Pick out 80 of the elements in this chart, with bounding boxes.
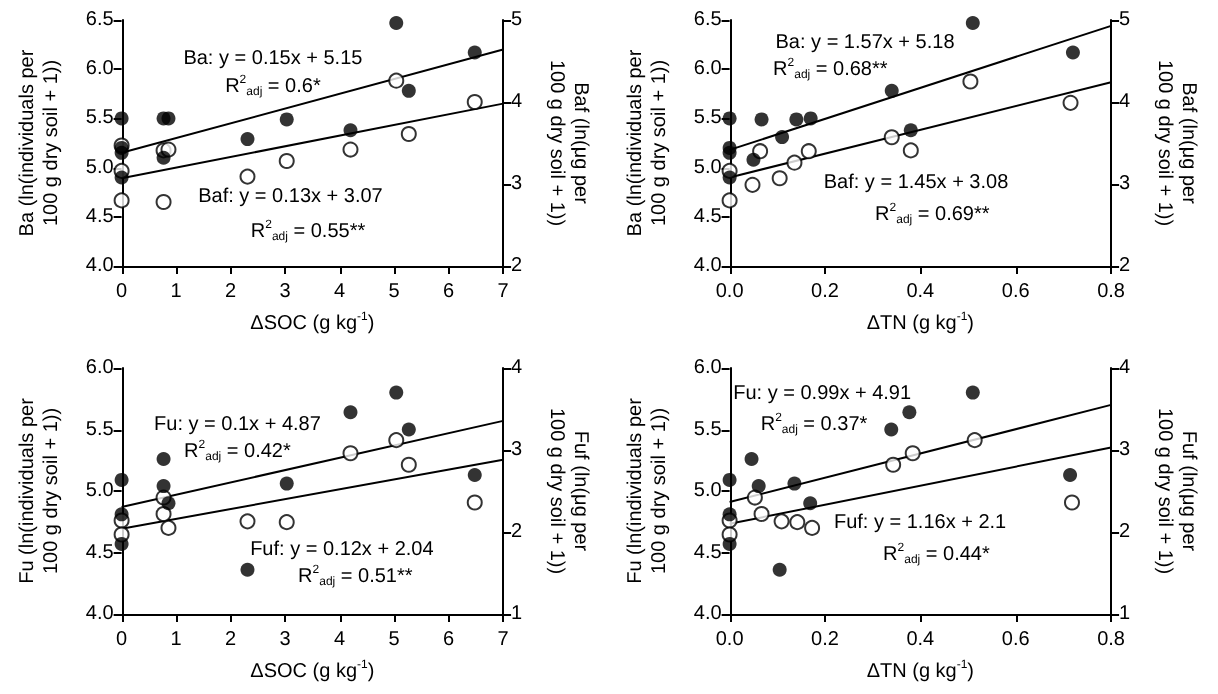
x-tick-label: 0.4: [906, 281, 936, 303]
x-tick-label: 0: [116, 628, 129, 650]
y2-tick-label: 1: [511, 602, 524, 624]
x-tick-label: 6: [443, 281, 456, 303]
y-tick-label: 4.0: [693, 602, 723, 624]
y-tick-label: 4.5: [85, 205, 115, 228]
x-tick-label: 0.8: [1097, 281, 1126, 303]
x-tick-label: 5: [388, 628, 401, 650]
x-tick-label: 7: [497, 281, 510, 303]
annotation: Baf: y = 1.45x + 3.08: [823, 172, 1010, 195]
x-tick-label: 0.6: [1001, 628, 1031, 650]
y-tick-label: 6.0: [85, 58, 115, 81]
y2-tick-label: 1: [1119, 602, 1132, 624]
x-tick-label: 0.4: [906, 628, 936, 650]
y2-axis-title: Baf (ln(μg per 100 g dry soil + 1)): [545, 59, 591, 227]
y2-tick-label: 3: [511, 173, 524, 195]
y2-tick-label: 4: [1119, 91, 1132, 113]
y-tick-label: 6.5: [85, 9, 115, 31]
y2-tick-label: 4: [511, 91, 524, 113]
y-tick-label: 6.0: [85, 356, 115, 378]
y-tick-label: 5.5: [693, 107, 723, 130]
y2-tick-label: 4: [1119, 356, 1132, 378]
y-axis-title: Fu (ln(individuals per 100 g dry soil + 1)): [17, 395, 63, 583]
y2-axis-title: Fuf (ln(μg per 100 g dry soil + 1)): [1153, 406, 1199, 574]
y2-tick-label: 2: [511, 520, 524, 542]
y-tick-label: 4.5: [85, 540, 115, 563]
y-tick-label: 4.0: [85, 255, 115, 277]
y2-tick-label: 2: [1119, 255, 1132, 277]
y2-tick-label: 4: [511, 356, 524, 378]
annotation: Fu: y = 0.99x + 4.91: [733, 381, 912, 404]
y2-tick-label: 3: [1119, 438, 1132, 460]
x-tick-label: 0.0: [715, 281, 745, 303]
y-tick-label: 5.0: [85, 479, 115, 501]
x-tick-label: 4: [334, 281, 347, 303]
y-tick-label: 6.0: [693, 356, 723, 378]
x-tick-label: 2: [225, 281, 238, 303]
annotation: Ba: y = 0.15x + 5.15: [183, 48, 364, 71]
annotation: Fuf: y = 1.16x + 2.1: [833, 510, 1008, 533]
x-tick-label: 0.8: [1097, 628, 1126, 650]
annotation: Baf: y = 0.13x + 3.07: [198, 186, 384, 209]
x-tick-label: 4: [334, 628, 347, 650]
y-tick-label: 6.0: [693, 58, 723, 81]
y2-axis-title: Fuf (ln(μg per 100 g dry soil + 1)): [545, 406, 591, 574]
y-tick-label: 6.5: [693, 9, 723, 31]
x-tick-label: 0.6: [1001, 281, 1031, 303]
y-axis-title: Ba (ln(individuals per 100 g dry soil + 1)): [17, 48, 63, 237]
y-tick-label: 4.5: [693, 205, 723, 228]
y-tick-label: 4.0: [693, 255, 723, 277]
y-axis-title: Fu (ln(individuals per 100 g dry soil + 1)): [625, 395, 671, 583]
y2-tick-label: 5: [1119, 9, 1132, 31]
x-tick-label: 6: [443, 628, 456, 650]
y-axis-title: Ba (ln(individuals per 100 g dry soil + 1)): [625, 48, 671, 237]
annotation: Fu: y = 0.1x + 4.87: [154, 412, 322, 435]
annotation: Ba: y = 1.57x + 5.18: [775, 31, 956, 54]
y-tick-label: 5.0: [693, 156, 723, 179]
x-tick-label: 0: [116, 281, 129, 303]
x-tick-label: 1: [170, 281, 183, 303]
y2-tick-label: 2: [1119, 520, 1132, 542]
x-tick-label: 0.2: [811, 628, 840, 650]
annotation: Fuf: y = 0.12x + 2.04: [250, 538, 435, 561]
x-tick-label: 7: [497, 628, 510, 650]
y2-axis-title: Baf (ln(μg per 100 g dry soil + 1)): [1153, 59, 1199, 227]
y2-tick-label: 5: [511, 9, 524, 31]
y-tick-label: 5.0: [85, 156, 115, 179]
y-tick-label: 4.0: [85, 602, 115, 624]
x-tick-label: 5: [388, 281, 401, 303]
y2-tick-label: 2: [511, 255, 524, 277]
x-tick-label: 1: [170, 628, 183, 650]
x-tick-label: 2: [225, 628, 238, 650]
x-tick-label: 0.0: [715, 628, 745, 650]
y-tick-label: 4.5: [693, 540, 723, 563]
y-tick-label: 5.5: [85, 417, 115, 440]
y-tick-label: 5.5: [85, 107, 115, 130]
y-tick-label: 5.5: [693, 417, 723, 440]
x-tick-label: 3: [279, 281, 292, 303]
y2-tick-label: 3: [511, 438, 524, 460]
x-tick-label: 0.2: [811, 281, 840, 303]
y2-tick-label: 3: [1119, 173, 1132, 195]
y-tick-label: 5.0: [693, 479, 723, 501]
x-tick-label: 3: [279, 628, 292, 650]
